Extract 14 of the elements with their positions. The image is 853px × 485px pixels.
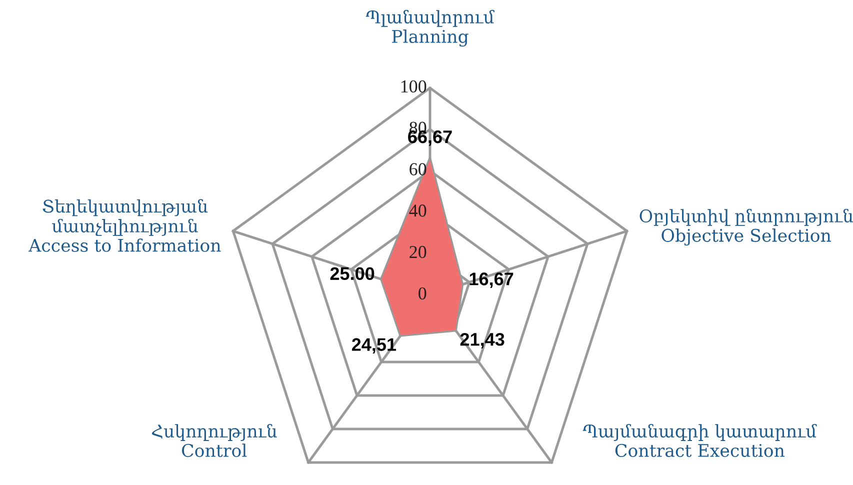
data-label: 25.00 (330, 267, 374, 280)
data-label: 16,67 (470, 272, 514, 288)
spoke-label: Տեղեկատվության մատչելիություն Access to Information (28, 199, 221, 252)
spoke-label: Օբյեկտիվ ընտրություն Objective Selection (640, 208, 853, 246)
y-tick-label: 40 (409, 204, 426, 217)
data-label: 21,43 (460, 332, 504, 348)
y-tick-label: 60 (410, 163, 426, 176)
y-tick-label: 100 (401, 80, 426, 93)
y-tick-label: 20 (410, 246, 426, 258)
spoke-label: Հսկողություն Control (152, 424, 277, 458)
spoke-label: Պլանավորում Planning (366, 10, 494, 47)
y-tick-label: 0 (418, 287, 426, 300)
data-label: 24,51 (352, 338, 396, 354)
spoke-label: Պայմանագրի կատարում Contract Execution (582, 424, 817, 458)
